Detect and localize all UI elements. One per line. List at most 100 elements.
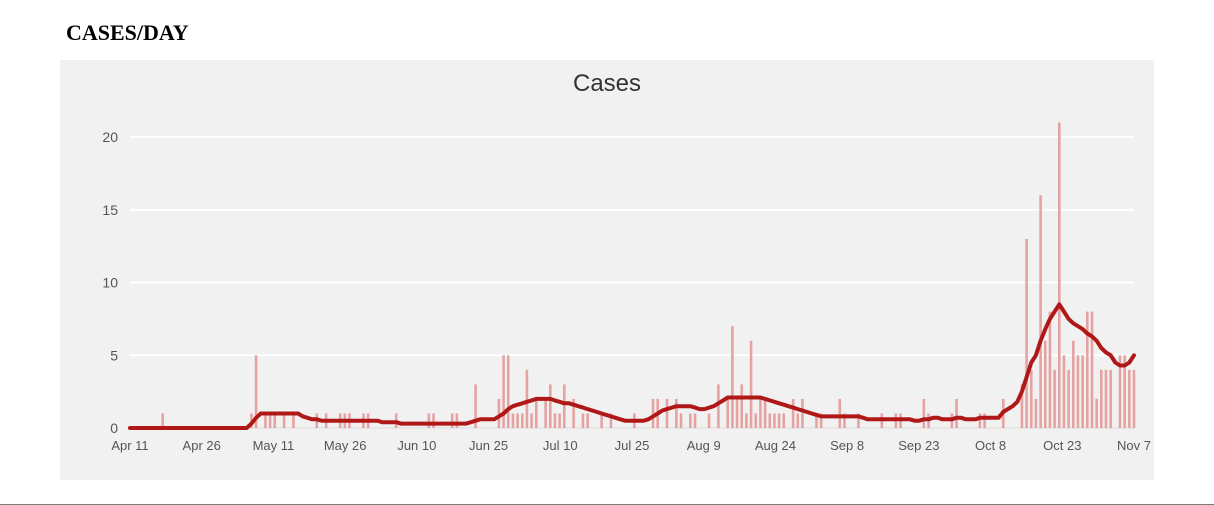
bar xyxy=(726,399,729,428)
chart-title: Cases xyxy=(60,60,1154,98)
x-tick-label: Sep 23 xyxy=(898,438,939,453)
y-tick-label: 0 xyxy=(110,420,118,436)
bar xyxy=(512,413,515,428)
x-tick-label: May 26 xyxy=(324,438,367,453)
bar xyxy=(694,413,697,428)
x-tick-label: Jun 25 xyxy=(469,438,508,453)
bar xyxy=(1095,399,1098,428)
x-tick-label: Nov 7 xyxy=(1117,438,1151,453)
x-tick-label: Jul 25 xyxy=(615,438,650,453)
bar xyxy=(563,384,566,428)
cases-chart: Cases 0 5 10 15 20 Apr 11 Apr 26 May 11 May 26 Ju… xyxy=(60,60,1154,480)
bar xyxy=(283,413,286,428)
y-tick-label: 10 xyxy=(102,275,118,291)
bar xyxy=(983,413,986,428)
bar xyxy=(264,413,267,428)
bar xyxy=(273,413,276,428)
bar xyxy=(689,413,692,428)
bar xyxy=(923,399,926,428)
x-tick-label: May 11 xyxy=(253,438,295,453)
bar xyxy=(764,399,767,428)
bar xyxy=(554,413,557,428)
bar xyxy=(451,413,454,428)
x-tick-label: Sep 8 xyxy=(830,438,864,453)
bar xyxy=(768,413,771,428)
bar xyxy=(586,413,589,428)
trend-line xyxy=(130,304,1134,428)
bar xyxy=(708,413,711,428)
bar xyxy=(526,370,529,428)
y-tick-label: 5 xyxy=(110,347,118,363)
bar xyxy=(782,413,785,428)
x-tick-label: Apr 26 xyxy=(183,438,221,453)
bar xyxy=(1100,370,1103,428)
bar xyxy=(1025,239,1028,428)
bar xyxy=(1053,370,1056,428)
bar xyxy=(558,413,561,428)
bar xyxy=(1105,370,1108,428)
bar xyxy=(456,413,459,428)
bar xyxy=(502,355,505,428)
y-tick-label: 20 xyxy=(102,129,118,145)
bar xyxy=(778,413,781,428)
x-tick-label: Oct 8 xyxy=(975,438,1006,453)
x-tick-label: Jun 10 xyxy=(397,438,436,453)
y-tick-label: 15 xyxy=(102,202,118,218)
bar xyxy=(731,326,734,428)
bar xyxy=(801,399,804,428)
x-tick-label: Oct 23 xyxy=(1043,438,1081,453)
bar xyxy=(1067,370,1070,428)
bar xyxy=(498,399,501,428)
bar xyxy=(1091,312,1094,428)
bar xyxy=(736,399,739,428)
bar xyxy=(1039,195,1042,428)
bar xyxy=(839,399,842,428)
bar xyxy=(1109,370,1112,428)
bar xyxy=(1058,123,1061,428)
bar xyxy=(652,399,655,428)
bar xyxy=(1086,312,1089,428)
bar xyxy=(740,384,743,428)
bar xyxy=(754,413,757,428)
bar xyxy=(549,384,552,428)
bar xyxy=(292,413,295,428)
bar xyxy=(1049,312,1052,428)
bar xyxy=(1044,341,1047,428)
page-heading: CASES/DAY xyxy=(66,20,1154,46)
bar xyxy=(530,413,533,428)
x-tick-label: Jul 10 xyxy=(543,438,578,453)
bar xyxy=(428,413,431,428)
bar xyxy=(161,413,164,428)
bar xyxy=(979,413,982,428)
bar xyxy=(796,413,799,428)
bar xyxy=(1128,370,1131,428)
bar xyxy=(666,399,669,428)
bar xyxy=(955,399,958,428)
bar xyxy=(269,413,272,428)
bar xyxy=(1063,355,1066,428)
bar xyxy=(1133,370,1136,428)
bar xyxy=(1030,370,1033,428)
bar xyxy=(1077,355,1080,428)
bar xyxy=(680,413,683,428)
bar xyxy=(745,413,748,428)
chart-svg: 0 5 10 15 20 Apr 11 Apr 26 May 11 May 26 Jun 10 Ju… xyxy=(60,98,1154,478)
bar xyxy=(792,399,795,428)
bar xyxy=(773,413,776,428)
bar xyxy=(521,413,524,428)
bar xyxy=(507,355,510,428)
bar xyxy=(1072,341,1075,428)
bar xyxy=(582,413,585,428)
bar xyxy=(1035,399,1038,428)
bar xyxy=(516,413,519,428)
bar xyxy=(535,399,538,428)
bar xyxy=(1081,355,1084,428)
bar xyxy=(675,399,678,428)
bar xyxy=(544,399,547,428)
x-tick-label: Aug 9 xyxy=(687,438,721,453)
bar xyxy=(432,413,435,428)
x-tick-label: Apr 11 xyxy=(111,438,148,453)
bar xyxy=(750,341,753,428)
x-tick-label: Aug 24 xyxy=(755,438,796,453)
bar xyxy=(759,399,762,428)
